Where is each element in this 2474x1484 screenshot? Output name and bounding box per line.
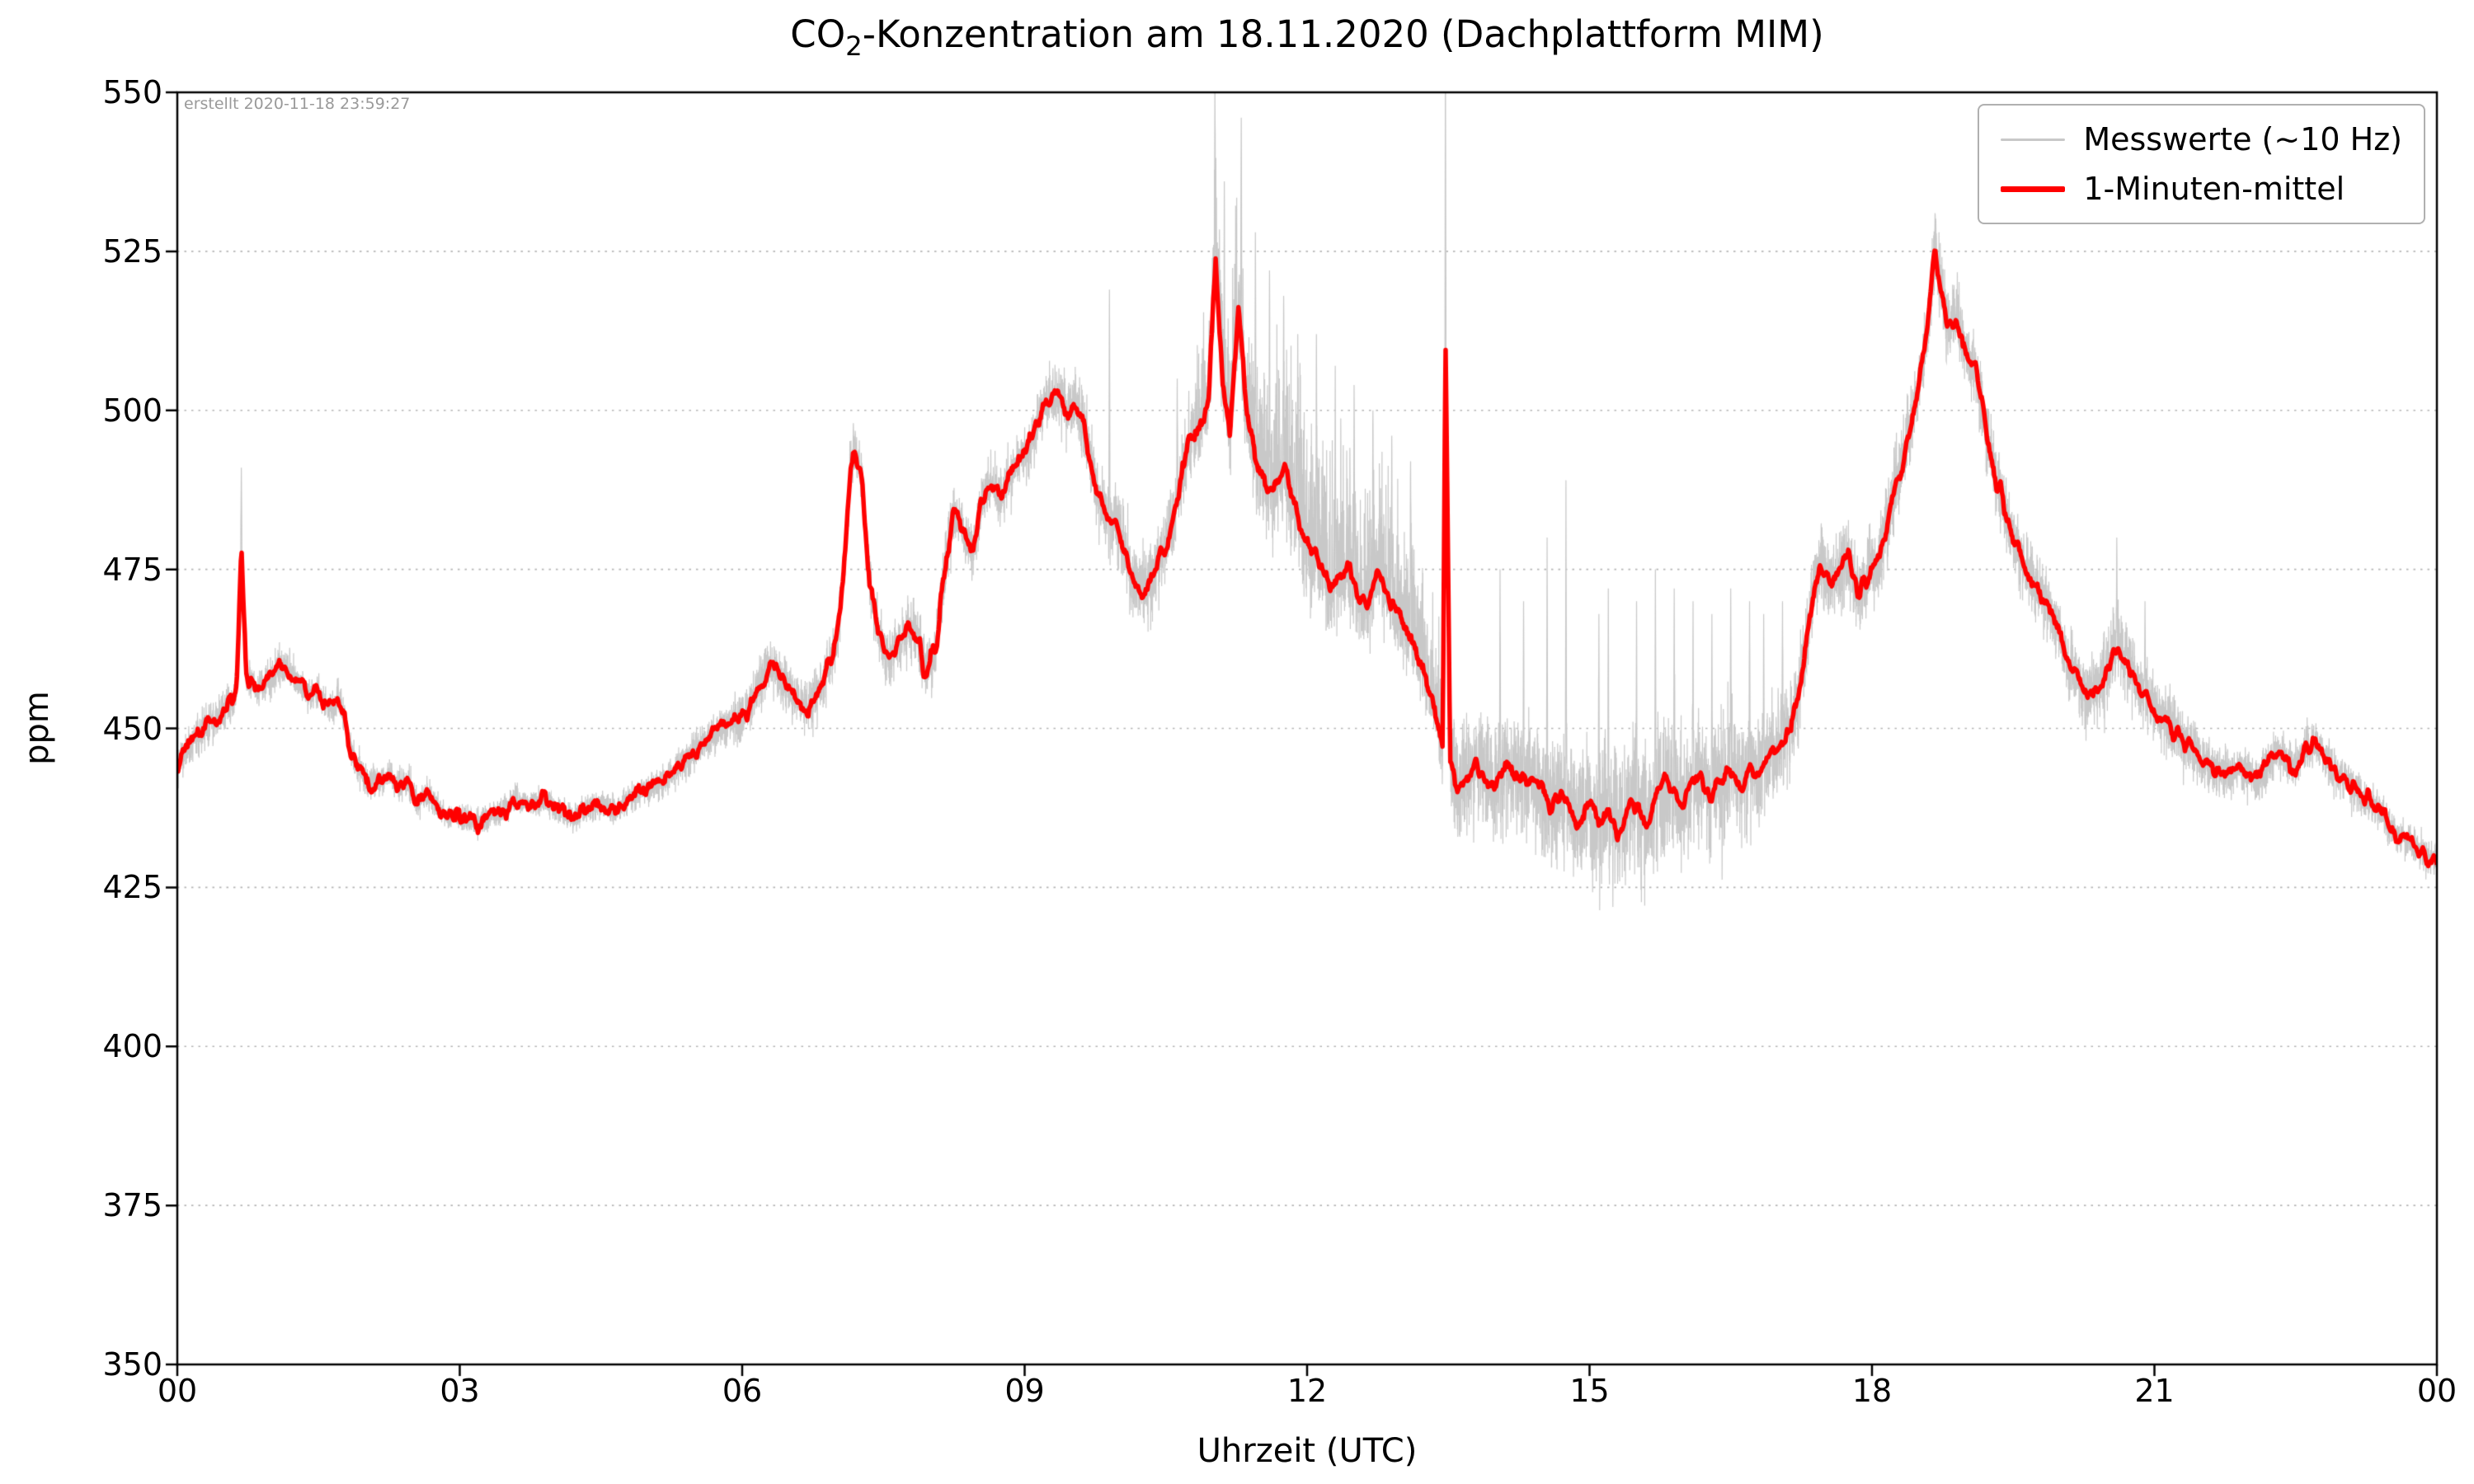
- x-tick-label: 21: [2134, 1373, 2175, 1409]
- x-tick-label: 00: [2416, 1373, 2458, 1409]
- x-tick-label: 12: [1286, 1373, 1328, 1409]
- legend: Messwerte (~10 Hz) 1-Minuten-mittel: [1978, 104, 2425, 224]
- chart-title-subscript: 2: [845, 31, 863, 62]
- y-tick-label: 375: [102, 1187, 162, 1224]
- legend-marker-mean: [2001, 186, 2066, 192]
- y-tick-label: 475: [102, 551, 162, 588]
- x-tick-label: 03: [440, 1373, 480, 1409]
- y-tick-label: 425: [102, 869, 162, 906]
- legend-label-raw: Messwerte (~10 Hz): [2083, 121, 2402, 157]
- legend-label-mean: 1-Minuten-mittel: [2083, 171, 2345, 207]
- chart-title-prefix: CO: [790, 12, 846, 56]
- x-axis-label: Uhrzeit (UTC): [1197, 1432, 1418, 1470]
- chart-title-rest: -Konzentration am 18.11.2020 (Dachplattf…: [862, 12, 1824, 56]
- x-tick-label: 18: [1851, 1373, 1893, 1409]
- y-tick-label: 400: [102, 1028, 162, 1065]
- y-tick-label: 525: [102, 232, 162, 270]
- x-tick-label: 06: [722, 1373, 763, 1409]
- x-tick-label: 09: [1004, 1373, 1045, 1409]
- chart-title: CO2-Konzentration am 18.11.2020 (Dachpla…: [177, 12, 2437, 69]
- y-tick-label: 450: [102, 710, 162, 747]
- created-timestamp-annotation: erstellt 2020-11-18 23:59:27: [184, 95, 411, 113]
- y-tick-label: 350: [102, 1346, 162, 1383]
- x-tick-label: 15: [1569, 1373, 1610, 1409]
- legend-item-mean: 1-Minuten-mittel: [2001, 170, 2402, 208]
- legend-marker-raw: [2001, 138, 2066, 141]
- y-tick-label: 500: [102, 392, 162, 429]
- legend-item-raw: Messwerte (~10 Hz): [2001, 120, 2402, 158]
- x-tick-label: 00: [157, 1373, 198, 1409]
- y-tick-label: 550: [102, 74, 162, 110]
